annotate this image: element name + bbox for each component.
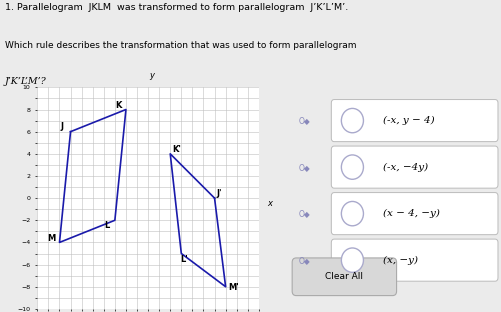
Text: J’K’L’M’?: J’K’L’M’?	[5, 77, 47, 86]
FancyBboxPatch shape	[331, 193, 497, 235]
Circle shape	[341, 248, 363, 272]
Text: J': J'	[216, 189, 222, 198]
Text: K: K	[115, 101, 121, 110]
Text: x: x	[267, 199, 272, 208]
FancyBboxPatch shape	[331, 239, 497, 281]
Text: J: J	[61, 122, 64, 131]
Text: L: L	[104, 221, 109, 230]
Text: O◆: O◆	[298, 163, 309, 172]
Circle shape	[341, 202, 363, 226]
FancyBboxPatch shape	[331, 100, 497, 142]
Text: (x, −y): (x, −y)	[382, 256, 417, 265]
Text: K': K'	[172, 144, 181, 154]
Text: O◆: O◆	[298, 209, 309, 218]
Text: M: M	[47, 234, 56, 243]
Circle shape	[341, 155, 363, 179]
Circle shape	[341, 108, 363, 133]
Text: Clear All: Clear All	[325, 272, 363, 281]
Text: O◆: O◆	[298, 256, 309, 265]
Text: Which rule describes the transformation that was used to form parallelogram: Which rule describes the transformation …	[5, 41, 356, 50]
Text: O◆: O◆	[298, 116, 309, 125]
Text: 1. Parallelogram  JKLM  was transformed to form parallelogram  J’K’L’M’.: 1. Parallelogram JKLM was transformed to…	[5, 3, 348, 12]
Text: y: y	[149, 71, 154, 80]
Text: (x − 4, −y): (x − 4, −y)	[382, 209, 438, 218]
Text: (-x, −4y): (-x, −4y)	[382, 163, 427, 172]
Text: M': M'	[227, 283, 238, 292]
Text: (-x, y − 4): (-x, y − 4)	[382, 116, 433, 125]
Text: L': L'	[180, 255, 187, 264]
FancyBboxPatch shape	[331, 146, 497, 188]
FancyBboxPatch shape	[292, 258, 396, 295]
